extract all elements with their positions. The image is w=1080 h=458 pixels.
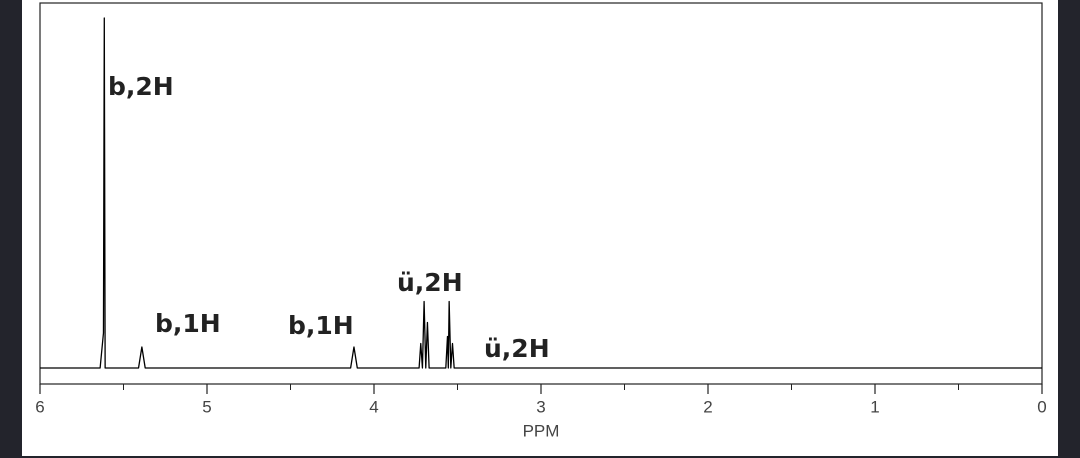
- x-axis-label: PPM: [523, 421, 560, 440]
- x-tick-label: 1: [870, 397, 879, 416]
- x-tick-label: 4: [369, 397, 378, 416]
- x-tick-label: 0: [1037, 397, 1046, 416]
- peak-annotation: b,1H: [155, 309, 221, 338]
- x-tick-label: 5: [202, 397, 211, 416]
- peak-annotation: b,1H: [288, 311, 354, 340]
- spectrum-line: [40, 17, 1042, 369]
- peak-annotation: ü,2H: [397, 268, 463, 297]
- panel: [22, 0, 1058, 456]
- x-tick-label: 3: [536, 397, 545, 416]
- x-tick-label: 2: [703, 397, 712, 416]
- x-tick-label: 6: [35, 397, 44, 416]
- peak-annotation: b,2H: [108, 72, 174, 101]
- peak-annotation: ü,2H: [484, 334, 550, 363]
